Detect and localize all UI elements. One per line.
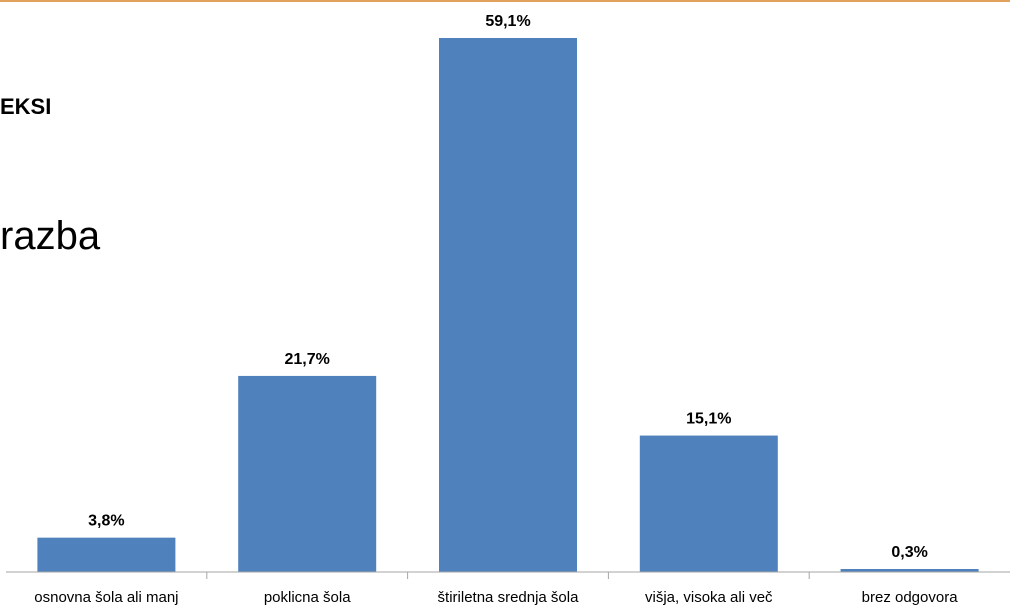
bar-2 — [238, 375, 377, 572]
bar-5 — [840, 569, 979, 572]
slide-title-fragment: EKSI — [0, 94, 52, 119]
slide-subtitle-fragment: razba — [0, 214, 101, 258]
top-accent-rule — [0, 0, 1010, 2]
data-label-1: 3,8% — [88, 513, 124, 530]
data-label-4: 15,1% — [686, 411, 731, 428]
data-label-2: 21,7% — [285, 351, 330, 368]
bar-4 — [639, 435, 778, 572]
category-label-1: osnovna šola ali manj — [34, 589, 178, 606]
data-label-5: 0,3% — [891, 544, 927, 561]
category-label-4: višja, visoka ali več — [645, 589, 773, 606]
category-label-2: poklicna šola — [264, 589, 351, 606]
bar-1 — [37, 537, 176, 572]
bar-3 — [439, 38, 577, 572]
data-label-3: 59,1% — [485, 13, 530, 30]
category-label-5: brez odgovora — [862, 589, 959, 606]
category-label-3: štiriletna srednja šola — [438, 589, 580, 606]
